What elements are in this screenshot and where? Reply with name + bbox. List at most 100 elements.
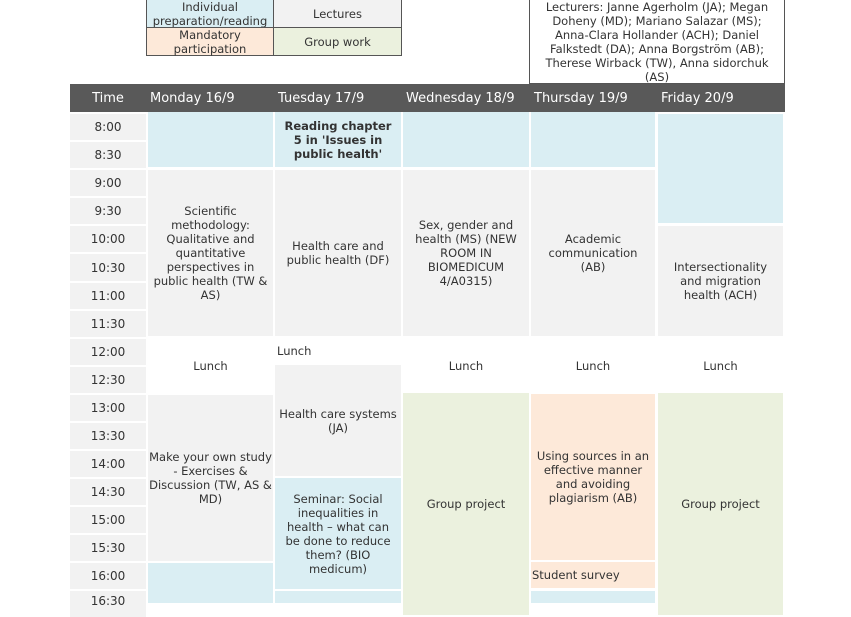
header-day-label: Monday 16/9: [150, 90, 235, 106]
session-title: Reading chapter 5 in 'Issues in public h…: [284, 118, 392, 161]
session-title: Using sources in an effective manner and…: [536, 449, 650, 505]
wednesday-lunch: Lunch: [403, 338, 529, 393]
time-slot: 8:00: [70, 112, 146, 140]
tuesday-reading-session: Reading chapter 5 in 'Issues in public h…: [275, 112, 401, 167]
thursday-student-survey: Student survey: [531, 562, 655, 588]
monday-lunch: Lunch: [148, 338, 273, 393]
header-time-label: Time: [92, 90, 124, 106]
time-slot: 16:00: [70, 561, 146, 589]
header-day-label: Tuesday 17/9: [278, 90, 365, 106]
session-title: Seminar: Social inequalities in health –…: [285, 491, 391, 576]
time-slot: 12:30: [70, 365, 146, 393]
time-slot: 13:30: [70, 421, 146, 449]
time-slot: 9:30: [70, 196, 146, 224]
time-label: 16:30: [90, 594, 126, 608]
lunch-label: Lunch: [575, 358, 611, 373]
time-label: 8:30: [94, 148, 122, 162]
tuesday-seminar-session: Seminar: Social inequalities in health –…: [275, 478, 401, 589]
time-slot: 15:30: [70, 533, 146, 561]
header-day-friday: Friday 20/9: [657, 84, 785, 112]
time-label: 15:00: [90, 513, 126, 527]
time-label: 15:30: [90, 541, 126, 555]
legend-lectures: Lectures: [273, 0, 402, 28]
time-label: 11:00: [90, 289, 126, 303]
thursday-lunch: Lunch: [531, 338, 655, 393]
time-label: 11:30: [90, 317, 126, 331]
time-label: 14:00: [90, 457, 126, 471]
header-time: Time: [70, 84, 146, 112]
monday-reading-slot-late: [148, 563, 273, 603]
lunch-label: Lunch: [193, 358, 228, 373]
legend-group-work: Group work: [273, 27, 402, 56]
session-title: Scientific methodology: Qualitative and …: [153, 204, 268, 302]
tuesday-reading-slot-late: [275, 591, 401, 603]
session-title: Health care systems (JA): [279, 406, 397, 435]
thursday-reading-slot: [531, 112, 655, 167]
lunch-label: Lunch: [703, 358, 738, 373]
session-title: Make your own study - Exercises & Discus…: [149, 450, 272, 506]
header-day-tuesday: Tuesday 17/9: [274, 84, 402, 112]
time-label: 13:30: [90, 429, 126, 443]
thursday-communication-session: Academic communication (AB): [531, 170, 655, 336]
time-label: 10:30: [90, 260, 126, 275]
time-label: 12:30: [90, 373, 126, 387]
time-label: 14:30: [90, 485, 126, 499]
tuesday-healthcare-systems-session: Health care systems (JA): [275, 365, 401, 476]
time-label: 9:30: [94, 204, 122, 218]
time-label: 16:00: [90, 569, 126, 583]
time-slot: 14:00: [70, 449, 146, 477]
legend-individual: Individual preparation/reading: [146, 0, 274, 28]
time-slot: 10:30: [70, 252, 146, 281]
wednesday-reading-slot: [403, 112, 529, 167]
wednesday-gender-session: Sex, gender and health (MS) (NEW ROOM IN…: [403, 170, 529, 336]
time-label: 13:00: [90, 401, 126, 415]
time-slot: 11:00: [70, 281, 146, 309]
session-title: Intersectionality and migration health (…: [673, 260, 768, 302]
legend-lectures-label: Lectures: [313, 6, 362, 21]
session-title: Health care and public health (DF): [286, 239, 390, 267]
time-slot: 15:00: [70, 505, 146, 533]
header-day-label: Thursday 19/9: [534, 90, 628, 106]
time-label: 9:00: [94, 176, 122, 190]
time-slot: 13:00: [70, 393, 146, 421]
legend-mandatory: Mandatory participation: [146, 27, 274, 56]
time-slot: 9:00: [70, 168, 146, 196]
thursday-reading-slot-late: [531, 591, 655, 603]
legend-individual-label: Individual preparation/reading: [152, 0, 268, 28]
thursday-sources-session: Using sources in an effective manner and…: [531, 394, 655, 560]
monday-methodology-session: Scientific methodology: Qualitative and …: [148, 170, 273, 336]
wednesday-group-project: Group project: [403, 393, 529, 615]
time-slot: 12:00: [70, 337, 146, 365]
time-label: 10:00: [90, 232, 126, 246]
time-slot: 8:30: [70, 140, 146, 168]
time-slot: 10:00: [70, 224, 146, 252]
legend-group-work-label: Group work: [304, 34, 371, 49]
time-slot: 16:30: [70, 589, 146, 617]
lunch-label: Lunch: [448, 358, 484, 373]
lecturers-text: Lecturers: Janne Agerholm (JA); Megan Do…: [545, 0, 769, 84]
header-day-wednesday: Wednesday 18/9: [402, 84, 530, 112]
lunch-label: Lunch: [277, 344, 312, 358]
time-slot: 14:30: [70, 477, 146, 505]
tuesday-healthcare-session: Health care and public health (DF): [275, 170, 401, 336]
header-day-label: Friday 20/9: [661, 90, 734, 106]
session-title: Sex, gender and health (MS) (NEW ROOM IN…: [415, 218, 517, 288]
session-title: Student survey: [532, 568, 620, 582]
friday-lunch: Lunch: [658, 338, 783, 393]
monday-reading-slot: [148, 112, 273, 167]
friday-reading-slot: [658, 114, 783, 223]
header-day-monday: Monday 16/9: [146, 84, 274, 112]
session-title: Group project: [681, 497, 760, 511]
lecturers-box: Lecturers: Janne Agerholm (JA); Megan Do…: [529, 0, 785, 84]
time-label: 8:00: [94, 120, 122, 134]
session-title: Academic communication (AB): [548, 232, 638, 274]
legend-mandatory-label: Mandatory participation: [173, 27, 247, 56]
monday-study-session: Make your own study - Exercises & Discus…: [148, 395, 273, 561]
time-label: 12:00: [90, 345, 126, 359]
tuesday-lunch: Lunch: [275, 338, 401, 364]
time-slot: 11:30: [70, 309, 146, 337]
header-day-thursday: Thursday 19/9: [530, 84, 657, 112]
header-day-label: Wednesday 18/9: [406, 90, 515, 106]
session-title: Group project: [426, 497, 506, 511]
friday-group-project: Group project: [658, 393, 783, 615]
